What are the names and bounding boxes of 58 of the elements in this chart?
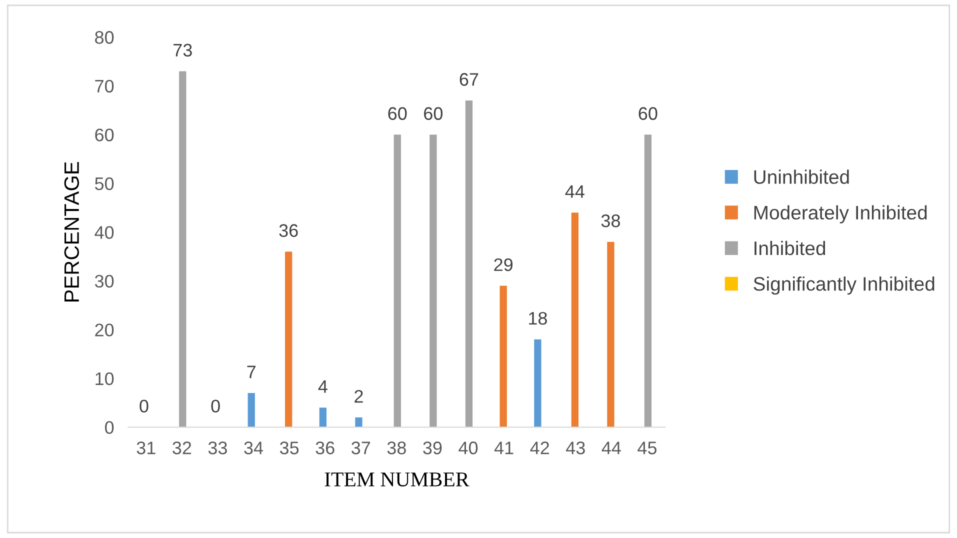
y-tick-label: 50 (94, 177, 114, 190)
x-tick-label: 37 (352, 442, 370, 454)
x-tick-label: 38 (387, 442, 406, 454)
x-tick-label: 43 (566, 442, 585, 454)
bar (500, 286, 507, 428)
data-label: 73 (174, 44, 192, 57)
x-tick-label: 44 (602, 442, 621, 454)
x-tick-label: 35 (280, 442, 299, 454)
legend-label: Moderately Inhibited (754, 205, 927, 224)
bar (534, 339, 542, 428)
x-tick-label: 32 (172, 442, 192, 454)
y-tick-label: 80 (95, 31, 114, 44)
data-label: 7 (247, 366, 256, 378)
x-tick-label: 36 (316, 442, 334, 454)
bar (248, 393, 255, 428)
y-tick-label: 60 (95, 128, 114, 142)
legend-label: Significantly Inhibited (754, 276, 934, 295)
data-label: 29 (494, 258, 513, 272)
data-label: 60 (388, 107, 407, 120)
bar (430, 134, 437, 428)
data-label: 36 (279, 224, 298, 237)
y-tick-label: 40 (94, 226, 114, 239)
x-tick-label: 33 (208, 442, 227, 454)
data-label: 38 (601, 214, 620, 228)
x-tick-label: 40 (458, 442, 478, 454)
data-label: 44 (565, 185, 584, 198)
bar (571, 212, 578, 428)
x-tick-label: 39 (423, 442, 442, 454)
data-label: 4 (318, 380, 328, 393)
y-tick-label: 30 (94, 274, 114, 288)
data-label: 67 (460, 73, 478, 86)
x-tick-label: 42 (530, 442, 549, 454)
data-label: 0 (140, 400, 148, 412)
x-tick-label: 31 (136, 442, 156, 454)
bar (607, 242, 614, 428)
y-tick-label: 0 (105, 421, 114, 434)
x-tick-label: 41 (494, 442, 514, 454)
bar (394, 134, 401, 428)
y-tick-label: 20 (95, 324, 114, 336)
y-tick-label: 10 (96, 372, 114, 386)
x-tick-label: 45 (638, 442, 657, 454)
y-tick-label: 70 (95, 80, 114, 93)
bar (285, 252, 292, 428)
x-tick-label: 34 (244, 442, 264, 454)
data-label: 2 (354, 390, 363, 403)
data-label: 60 (638, 107, 658, 120)
bar (355, 417, 362, 428)
bar (465, 100, 473, 428)
data-label: 18 (529, 312, 547, 325)
y-axis-title: PERCENTAGE (64, 162, 80, 302)
x-axis-title: ITEM NUMBER (324, 472, 470, 486)
bar (179, 71, 186, 428)
data-label: 0 (211, 400, 220, 412)
legend-label: Uninhibited (754, 170, 849, 184)
data-label: 60 (424, 107, 443, 120)
bar (644, 134, 652, 428)
bar (319, 408, 327, 428)
legend-label: Inhibited (754, 240, 826, 256)
